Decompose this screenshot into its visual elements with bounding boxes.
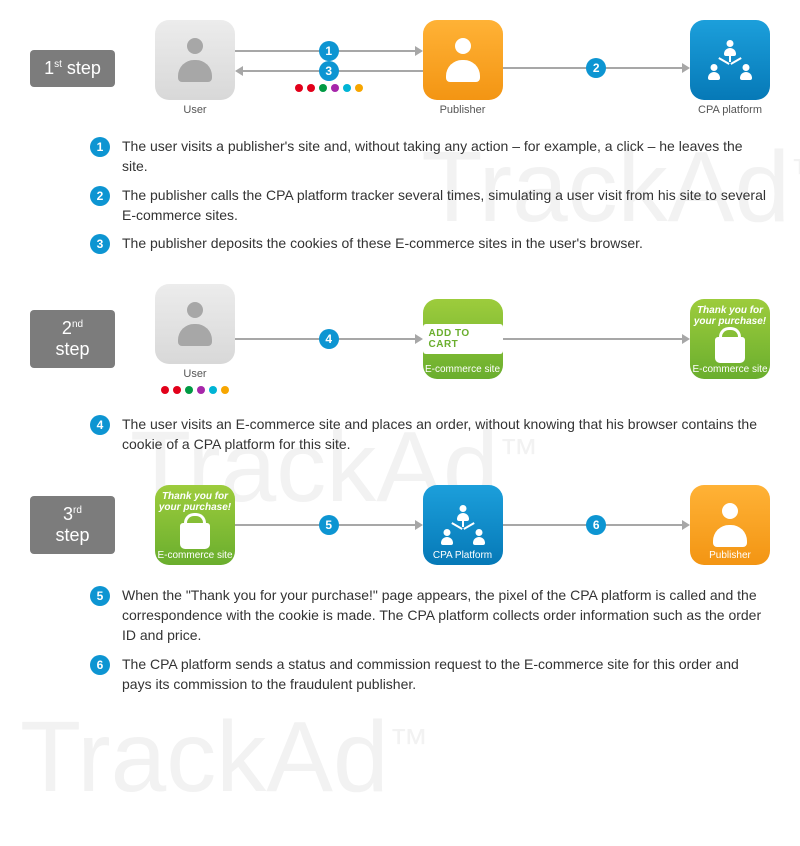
cpa-node: CPA Platform [423, 485, 503, 565]
publisher-node: Publisher [690, 485, 770, 565]
desc-text: The CPA platform sends a status and comm… [122, 654, 770, 695]
ecommerce-thankyou-node: Thank you foryour purchase! E-commerce s… [690, 299, 770, 379]
ecom-caption: E-commerce site [157, 550, 232, 561]
user-caption: User [183, 368, 206, 380]
user-icon [175, 38, 215, 82]
ecommerce-cart-node: ADD TO CART E-commerce site [423, 299, 503, 379]
ecommerce-thankyou-node: Thank you foryour purchase! E-commerce s… [155, 485, 235, 565]
bag-icon [715, 337, 745, 363]
cookie-dots [295, 84, 363, 92]
network-icon [441, 505, 485, 545]
badge-2: 2 [586, 58, 606, 78]
desc-badge: 5 [90, 586, 110, 606]
step-2: 2nd step User 4 ADD TO CART E-commerce s… [30, 284, 770, 455]
bag-icon [180, 523, 210, 549]
desc-text: When the "Thank you for your purchase!" … [122, 585, 770, 646]
ecom-caption: E-commerce site [692, 364, 767, 375]
step-2-desc: 4 The user visits an E-commerce site and … [90, 414, 770, 455]
step-1: 1st step User 1 3 Publisher [30, 20, 770, 254]
desc-item: 2 The publisher calls the CPA platform tr… [90, 185, 770, 226]
step-3-label: 3rd step [30, 496, 115, 554]
step-2-label: 2nd step [30, 310, 115, 368]
badge-6: 6 [586, 515, 606, 535]
user-node: User [155, 20, 235, 116]
badge-3: 3 [319, 61, 339, 81]
publisher-icon [710, 503, 750, 547]
publisher-caption: Publisher [440, 104, 486, 116]
desc-badge: 4 [90, 415, 110, 435]
connector-1-3: 1 3 [235, 38, 423, 98]
desc-text: The publisher calls the CPA platform tra… [122, 185, 770, 226]
user-icon [175, 302, 215, 346]
desc-badge: 3 [90, 234, 110, 254]
watermark: TrackAd™ [20, 700, 429, 815]
connector-4: 4 [235, 309, 423, 369]
cpa-node: CPA platform [690, 20, 770, 116]
publisher-node: Publisher [423, 20, 503, 116]
network-icon [708, 40, 752, 80]
desc-item: 6 The CPA platform sends a status and com… [90, 654, 770, 695]
cookie-dots [161, 386, 229, 394]
desc-badge: 2 [90, 186, 110, 206]
thank-you-text: Thank you foryour purchase! [694, 305, 766, 327]
publisher-icon [443, 38, 483, 82]
desc-item: 5 When the "Thank you for your purchase!"… [90, 585, 770, 646]
step-1-label: 1st step [30, 50, 115, 87]
desc-text: The user visits a publisher's site and, … [122, 136, 770, 177]
desc-badge: 6 [90, 655, 110, 675]
add-to-cart-badge: ADD TO CART [423, 324, 503, 354]
badge-1: 1 [319, 41, 339, 61]
cpa-caption: CPA platform [698, 104, 762, 116]
badge-4: 4 [319, 329, 339, 349]
desc-text: The publisher deposits the cookies of th… [122, 233, 643, 253]
publisher-caption: Publisher [709, 550, 751, 561]
step-3: 3rd step Thank you foryour purchase! E-c… [30, 485, 770, 694]
user-node: User [155, 284, 235, 394]
badge-5: 5 [319, 515, 339, 535]
ecom-caption: E-commerce site [425, 364, 500, 375]
step-1-desc: 1 The user visits a publisher's site and,… [90, 136, 770, 254]
connector-5: 5 [235, 495, 423, 555]
connector-2: 2 [503, 38, 691, 98]
desc-badge: 1 [90, 137, 110, 157]
desc-item: 1 The user visits a publisher's site and,… [90, 136, 770, 177]
step-3-desc: 5 When the "Thank you for your purchase!"… [90, 585, 770, 694]
user-caption: User [183, 104, 206, 116]
connector-plain [503, 309, 691, 369]
desc-item: 4 The user visits an E-commerce site and … [90, 414, 770, 455]
thank-you-text: Thank you foryour purchase! [159, 491, 231, 513]
connector-6: 6 [503, 495, 691, 555]
cpa-caption: CPA Platform [433, 550, 492, 561]
desc-item: 3 The publisher deposits the cookies of t… [90, 233, 770, 254]
desc-text: The user visits an E-commerce site and p… [122, 414, 770, 455]
